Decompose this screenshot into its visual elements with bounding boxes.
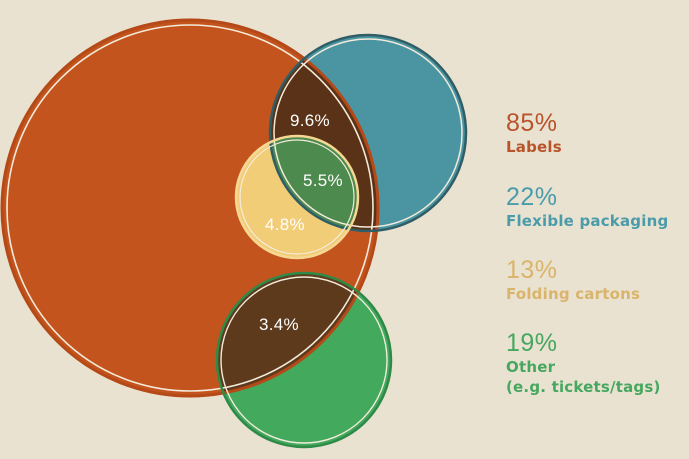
legend-other-percent: 19% [506,329,558,357]
legend-flexible-percent: 22% [506,183,558,211]
overlap-all-three-value: 5.5% [303,171,343,190]
legend-item-labels: 85% Labels [506,110,562,157]
legend-labels-label: Labels [506,138,562,156]
legend-labels-percent: 85% [506,109,558,137]
legend-folding-percent: 13% [506,256,558,284]
legend-folding-label: Folding cartons [506,285,641,303]
legend-item-folding-cartons: 13% Folding cartons [506,257,640,304]
legend-item-flexible-packaging: 22% Flexible packaging [506,184,668,231]
legend-flexible-label: Flexible packaging [506,212,669,230]
legend-other-label: Other [506,358,556,376]
overlap-labels-flexible-value: 9.6% [290,111,330,130]
legend-other-sublabel: (e.g. tickets/tags) [506,378,661,396]
circle-outlines [0,18,468,449]
overlap-labels-other-value: 3.4% [259,315,299,334]
overlap-labels-folding-value: 4.8% [265,215,305,234]
legend-item-other: 19% Other (e.g. tickets/tags) [506,330,661,397]
